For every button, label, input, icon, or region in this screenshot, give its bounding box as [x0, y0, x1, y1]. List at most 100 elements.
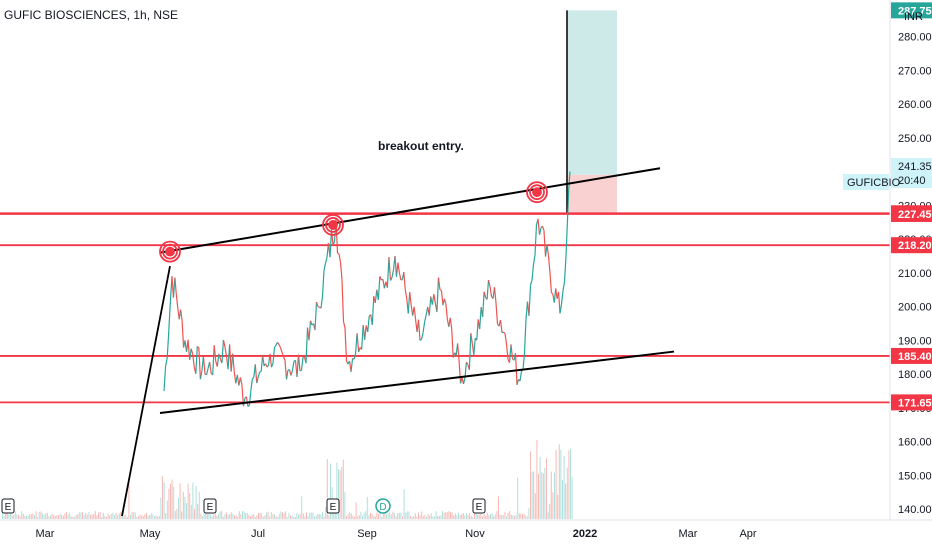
volume-bar: [552, 492, 554, 519]
volume-bar: [173, 486, 175, 519]
price-segment: [503, 331, 506, 334]
volume-bar: [90, 514, 91, 519]
price-segment: [323, 263, 327, 271]
volume-bar: [568, 450, 570, 519]
volume-bar: [198, 491, 200, 519]
event-marker-label: E: [330, 502, 337, 513]
volume-bar: [350, 513, 352, 519]
volume-bar: [443, 512, 445, 519]
price-segment: [565, 223, 568, 257]
volume-bar: [19, 516, 21, 519]
volume-bar: [259, 513, 261, 519]
volume-bar: [520, 513, 522, 519]
volume-bar: [538, 473, 539, 519]
volume-bar: [381, 516, 383, 519]
level-badge-box: [891, 205, 932, 222]
volume-bar: [360, 511, 362, 519]
volume-bar: [80, 512, 82, 519]
volume-bar: [317, 513, 319, 519]
volume-bar: [477, 514, 479, 519]
price-segment: [356, 333, 360, 352]
price-segment: [317, 306, 320, 308]
volume-bar: [242, 511, 243, 519]
volume-bar: [182, 491, 184, 519]
volume-bar: [208, 513, 210, 519]
touch-marker-ring: [322, 214, 344, 236]
volume-bar: [309, 512, 311, 519]
price-segment: [482, 291, 485, 317]
y-tick-label: 140.00: [898, 504, 932, 516]
currency-label[interactable]: INR: [904, 11, 923, 23]
annotation-breakout: breakout entry.: [378, 139, 464, 153]
lower-channel-line: [159, 350, 675, 415]
volume-bar: [27, 515, 29, 519]
volume-bar: [67, 514, 69, 519]
volume-bar: [446, 512, 448, 519]
volume-bar: [250, 516, 251, 519]
price-segment: [532, 254, 536, 265]
volume-bar: [136, 516, 138, 519]
last-price-label: 241.35: [898, 161, 932, 173]
price-segment: [257, 371, 261, 377]
price-segment: [300, 357, 304, 371]
volume-bar: [205, 512, 207, 519]
volume-bar: [466, 512, 467, 519]
volume-bar: [502, 514, 504, 519]
volume-bar: [58, 515, 59, 519]
level-badge: 227.45: [898, 209, 932, 221]
touch-marker-ring: [328, 220, 338, 230]
level-badge-box: [891, 347, 932, 364]
price-axis[interactable]: 140.00150.00160.00170.00180.00190.00200.…: [898, 32, 932, 517]
price-segment: [493, 287, 497, 304]
volume-bar: [64, 513, 66, 519]
position-zones: [566, 10, 617, 214]
price-segment: [404, 289, 408, 299]
volume-bar: [222, 516, 224, 519]
target-badge: 287.75: [898, 5, 932, 17]
volume-bar: [59, 513, 61, 519]
volume-bar: [152, 514, 154, 519]
volume-bar: [38, 511, 40, 519]
volume-bar: [32, 513, 34, 519]
volume-bar: [483, 513, 485, 519]
volume-bar: [112, 512, 114, 519]
volume-bar: [109, 515, 111, 519]
price-segment: [282, 356, 286, 361]
volume-bar: [88, 512, 90, 519]
volume-bar: [448, 511, 450, 519]
volume-bar: [13, 514, 15, 519]
volume-bar: [125, 515, 127, 519]
price-segment: [299, 369, 302, 372]
volume-bar: [195, 485, 197, 519]
volume-bar: [120, 511, 122, 519]
price-series: [163, 171, 571, 407]
volume-bar: [258, 513, 259, 519]
volume-bar: [434, 516, 435, 519]
earnings-marker: [203, 498, 217, 514]
volume-bar: [546, 458, 547, 519]
volume-bar: [326, 459, 328, 519]
volume-bar: [139, 514, 141, 519]
price-segment: [504, 333, 508, 345]
volume-bar: [566, 467, 568, 519]
volume-bar: [146, 512, 147, 519]
volume-bar: [210, 515, 211, 519]
price-segment: [272, 347, 276, 364]
volume-bar: [194, 508, 195, 519]
volume-bar: [501, 514, 503, 519]
volume-bar: [238, 511, 240, 519]
volume-bar: [301, 496, 303, 519]
time-axis[interactable]: Mar May Jul Sep Nov 2022 Mar Apr: [36, 528, 757, 540]
volume-bar: [22, 513, 24, 519]
volume-bar: [240, 514, 242, 519]
volume-bar: [531, 471, 533, 519]
volume-bar: [499, 514, 501, 519]
volume-bar: [570, 448, 571, 519]
volume-bar: [234, 515, 235, 519]
price-segment: [314, 302, 318, 331]
volume-bar: [405, 512, 407, 519]
volume-bar: [98, 512, 99, 519]
volume-bar: [363, 512, 365, 519]
volume-bar: [467, 514, 469, 519]
